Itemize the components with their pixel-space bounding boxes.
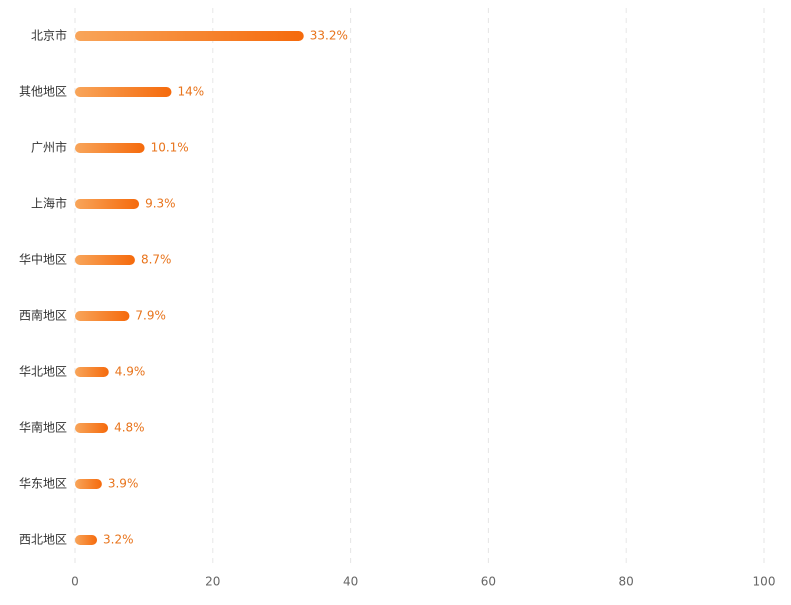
value-label: 3.9%	[108, 477, 139, 491]
x-tick-label: 100	[753, 575, 776, 589]
value-label: 10.1%	[151, 141, 189, 155]
value-label: 4.8%	[114, 421, 144, 435]
bar	[75, 87, 172, 97]
y-tick-label: 华东地区	[19, 477, 67, 491]
y-tick-label: 华北地区	[19, 365, 67, 379]
bar	[75, 31, 304, 41]
bar	[75, 255, 135, 265]
y-tick-label: 华中地区	[19, 252, 67, 267]
bar	[75, 367, 109, 377]
value-label: 4.9%	[115, 365, 146, 379]
bar	[75, 143, 145, 153]
bar	[75, 199, 140, 209]
y-tick-label: 其他地区	[19, 85, 67, 99]
y-tick-label: 上海市	[31, 196, 67, 211]
y-tick-label: 北京市	[31, 28, 67, 43]
x-tick-label: 60	[481, 575, 496, 589]
value-label: 7.9%	[135, 309, 166, 323]
value-label: 9.3%	[145, 197, 176, 211]
y-tick-label: 华南地区	[19, 420, 67, 435]
bar	[75, 535, 98, 545]
x-tick-label: 40	[343, 575, 358, 589]
bar	[75, 311, 130, 321]
bar	[75, 423, 109, 433]
value-label: 33.2%	[310, 29, 348, 43]
value-label: 8.7%	[141, 253, 172, 267]
y-tick-label: 西南地区	[19, 308, 67, 323]
x-tick-label: 0	[71, 575, 79, 589]
value-label: 3.2%	[103, 533, 134, 547]
bar	[75, 479, 102, 489]
y-tick-label: 西北地区	[19, 533, 67, 547]
x-tick-label: 80	[619, 575, 634, 589]
value-label: 14%	[177, 85, 204, 99]
x-tick-label: 20	[205, 575, 220, 589]
y-tick-label: 广州市	[31, 140, 67, 155]
